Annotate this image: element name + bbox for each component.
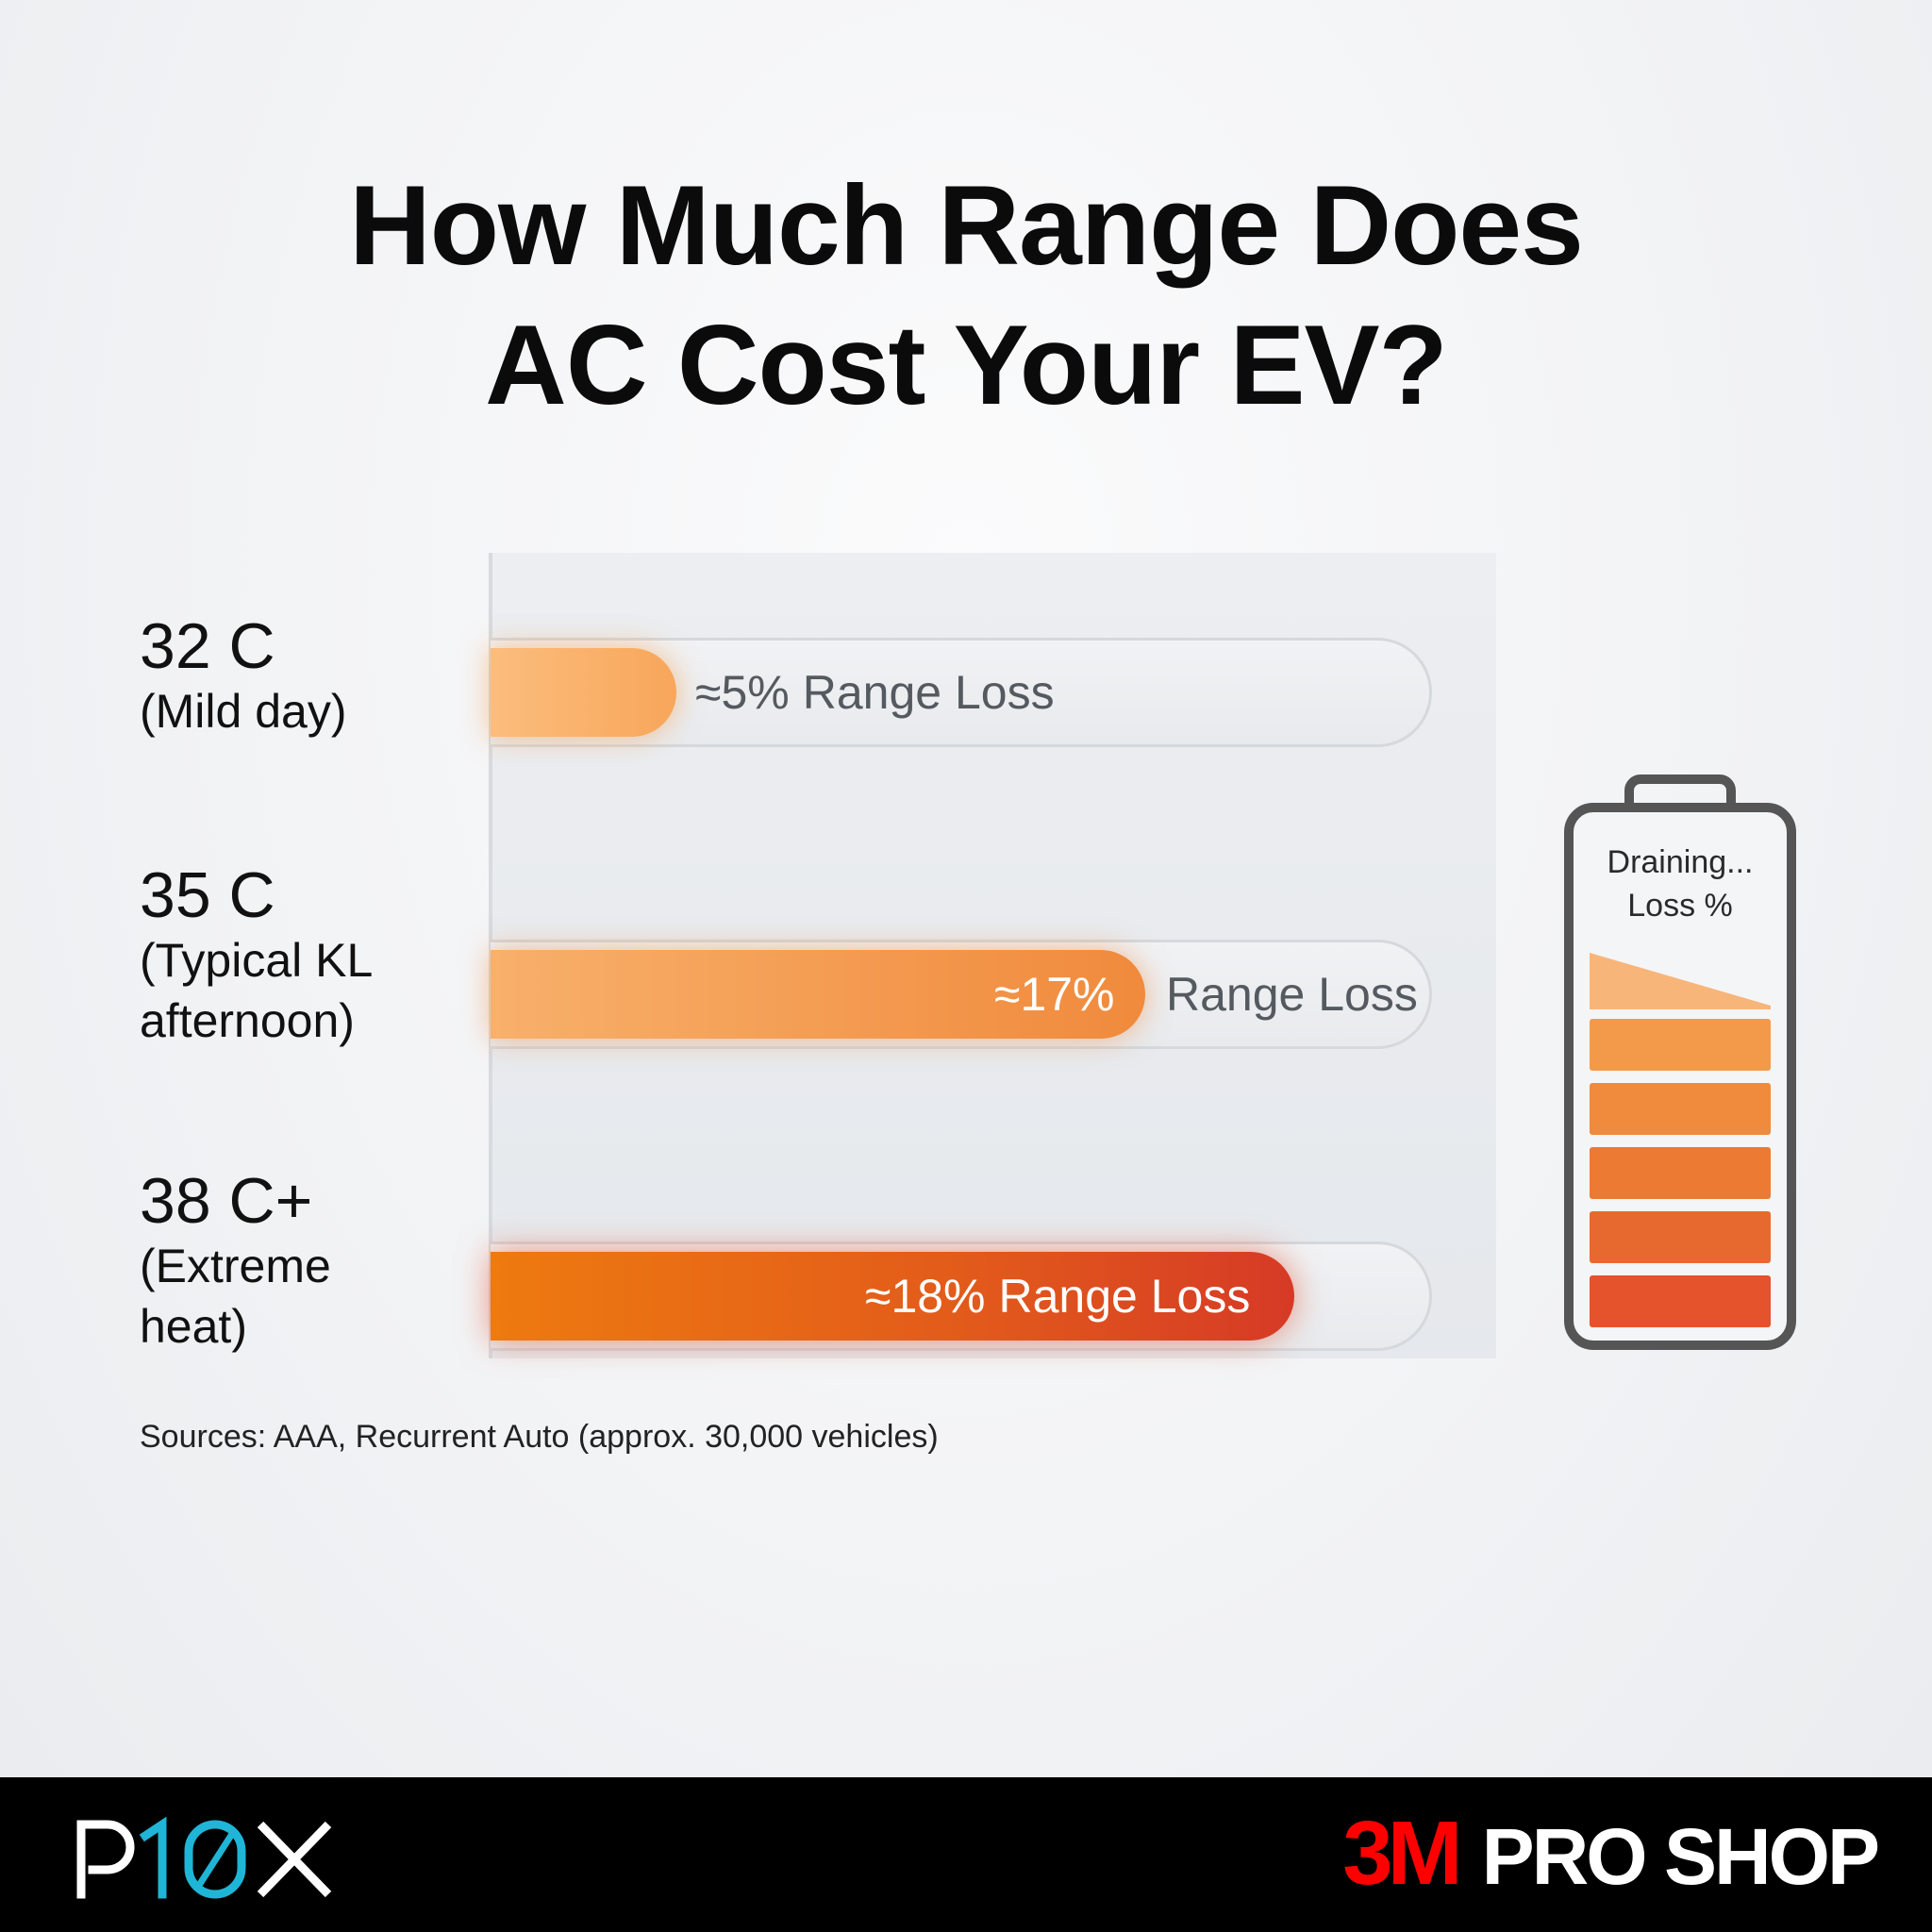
battery-segment bbox=[1590, 1211, 1771, 1263]
category-temperature: 32 C bbox=[140, 610, 275, 682]
bar bbox=[491, 950, 1145, 1039]
bar-track: ≈18% Range Loss bbox=[491, 1241, 1432, 1351]
footer-bar: 3M PRO SHOP bbox=[0, 1777, 1932, 1932]
p10x-logo bbox=[75, 1815, 340, 1905]
bar-value-text: Range Loss bbox=[1166, 968, 1418, 1021]
3m-brand-text: 3M bbox=[1342, 1803, 1462, 1904]
bar-value-label: ≈18% bbox=[865, 1270, 986, 1323]
page-title: How Much Range Does AC Cost Your EV? bbox=[0, 156, 1932, 435]
battery-segment bbox=[1590, 1019, 1771, 1071]
sources-note: Sources: AAA, Recurrent Auto (approx. 30… bbox=[140, 1419, 939, 1455]
category-description: afternoon) bbox=[140, 994, 355, 1047]
category-label: 35 C (Typical KL afternoon) bbox=[140, 860, 373, 1051]
battery-body bbox=[1564, 803, 1796, 1350]
battery-label-line-2: Loss % bbox=[1627, 888, 1733, 924]
bar-track: ≈17% Range Loss bbox=[491, 940, 1432, 1049]
title-line-1: How Much Range Does bbox=[349, 162, 1584, 289]
bar-data-label: ≈5% Range Loss bbox=[695, 648, 1055, 737]
category-description: heat) bbox=[140, 1300, 247, 1353]
p10x-logo-icon bbox=[76, 1816, 332, 1899]
category-description: (Extreme bbox=[140, 1240, 331, 1292]
category-temperature: 35 C bbox=[140, 859, 275, 931]
battery-segment bbox=[1590, 1147, 1771, 1199]
bar-value-label: ≈5% bbox=[695, 666, 790, 719]
category-temperature: 38 C+ bbox=[140, 1165, 313, 1237]
battery-segment bbox=[1590, 1275, 1771, 1327]
category-label: 38 C+ (Extreme heat) bbox=[140, 1166, 331, 1357]
battery-icon bbox=[1564, 774, 1796, 1350]
bar-data-label: ≈18% Range Loss bbox=[865, 1252, 1250, 1341]
battery-top-wedge bbox=[1590, 953, 1771, 1009]
category-description: (Typical KL bbox=[140, 934, 374, 987]
bar bbox=[491, 648, 676, 737]
3m-pro-shop-logo: 3M PRO SHOP bbox=[1342, 1808, 1880, 1900]
bar-value-text: Range Loss bbox=[998, 1270, 1251, 1323]
bar-value-text: Range Loss bbox=[802, 666, 1055, 719]
battery-graphic: Draining... Loss % bbox=[1561, 774, 1799, 1354]
category-description: (Mild day) bbox=[140, 685, 347, 738]
category-label: 32 C (Mild day) bbox=[140, 611, 346, 741]
bar-value-label: ≈17% bbox=[994, 968, 1115, 1021]
battery-segment bbox=[1590, 1083, 1771, 1135]
battery-label-line-1: Draining... bbox=[1607, 844, 1754, 880]
pro-shop-text: PRO SHOP bbox=[1481, 1812, 1880, 1901]
bar-track: ≈5% Range Loss bbox=[491, 638, 1432, 747]
title-line-2: AC Cost Your EV? bbox=[485, 302, 1448, 428]
bar bbox=[491, 1252, 1294, 1341]
